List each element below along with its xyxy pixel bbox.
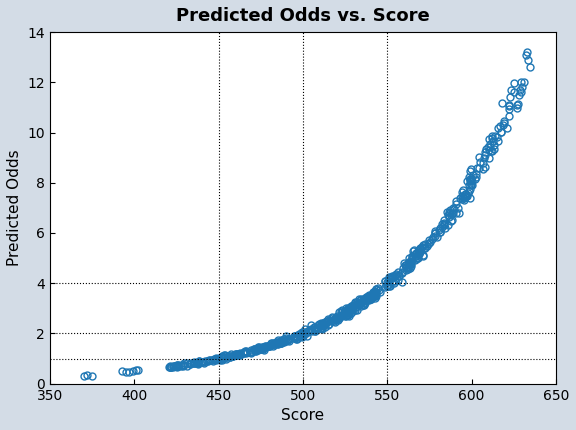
Title: Predicted Odds vs. Score: Predicted Odds vs. Score xyxy=(176,7,430,25)
Y-axis label: Predicted Odds: Predicted Odds xyxy=(7,150,22,266)
X-axis label: Score: Score xyxy=(281,408,324,423)
